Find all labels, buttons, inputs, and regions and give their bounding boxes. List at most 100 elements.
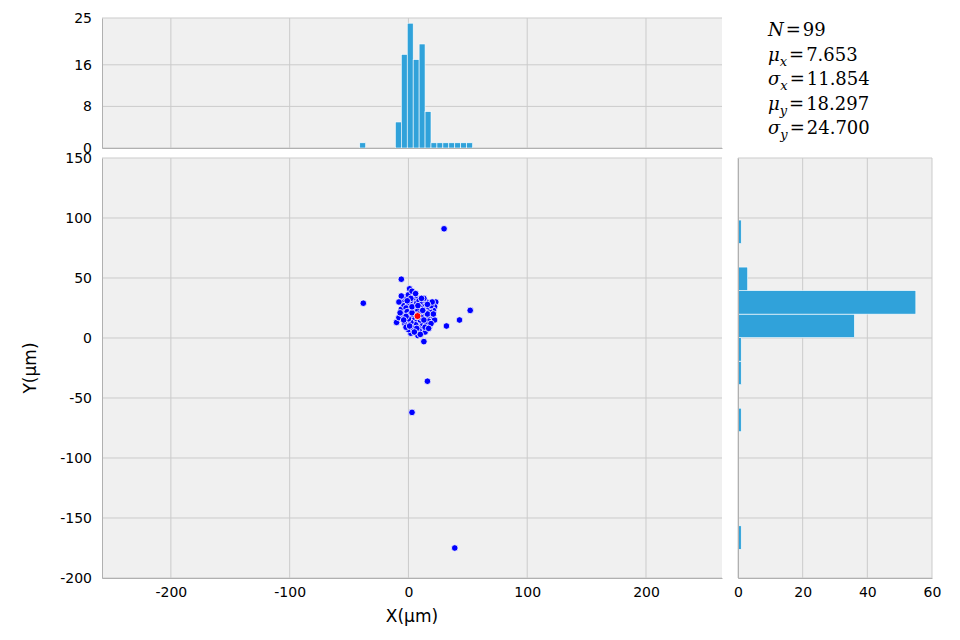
grid-line-y bbox=[738, 518, 932, 519]
axis-line bbox=[102, 19, 103, 149]
y-tick-label: -100 bbox=[60, 450, 92, 466]
histogram-bar bbox=[401, 54, 407, 148]
y-axis: 081625 bbox=[74, 10, 102, 156]
x-tick: -200 bbox=[155, 578, 187, 600]
histogram-bar bbox=[455, 143, 461, 148]
stat-relation: = bbox=[786, 19, 801, 40]
y-tick: -100 bbox=[60, 450, 102, 466]
scatter-point bbox=[421, 338, 428, 345]
grid-line-x bbox=[932, 158, 933, 578]
x-tick: 20 bbox=[794, 578, 812, 600]
histogram-bar bbox=[395, 122, 401, 148]
stat-value: 11.854 bbox=[807, 68, 870, 89]
histogram-bar bbox=[425, 112, 431, 148]
scatter-point bbox=[417, 331, 424, 338]
stat-line: μy=18.297 bbox=[768, 93, 869, 118]
axis-line bbox=[103, 148, 723, 149]
histogram-bar bbox=[738, 267, 748, 291]
grid-line-x bbox=[645, 158, 646, 578]
grid-line-x bbox=[738, 158, 739, 578]
grid bbox=[738, 158, 932, 578]
grid-line-x bbox=[289, 158, 290, 578]
x-tick: 100 bbox=[514, 578, 541, 600]
histogram-bar bbox=[431, 143, 437, 148]
grid-line-x bbox=[527, 18, 528, 148]
grid-line-x bbox=[527, 158, 528, 578]
scatter-point bbox=[430, 311, 437, 318]
x-tick: -100 bbox=[274, 578, 306, 600]
y-tick-label: 16 bbox=[74, 57, 92, 73]
histogram-bar bbox=[443, 143, 449, 148]
histogram-bar bbox=[389, 148, 395, 149]
stat-symbol: N bbox=[767, 19, 785, 40]
x-axis: 0 20 40 60 bbox=[734, 578, 941, 600]
axis-line bbox=[102, 159, 103, 579]
marks bbox=[360, 226, 473, 552]
scatter-point bbox=[415, 313, 422, 320]
stat-relation: = bbox=[790, 68, 805, 89]
histogram-bar bbox=[372, 148, 378, 149]
plot-background bbox=[102, 18, 722, 148]
grid-line-y bbox=[738, 218, 932, 219]
y-tick: -200 bbox=[60, 570, 102, 586]
grid bbox=[102, 158, 722, 578]
histogram-bar bbox=[383, 148, 389, 149]
scatter-point bbox=[398, 276, 405, 283]
grid-line-y bbox=[738, 158, 932, 159]
stat-value: 24.700 bbox=[807, 117, 870, 138]
grid-line-x bbox=[408, 158, 409, 578]
x-tick-label: 20 bbox=[794, 584, 812, 600]
y-tick: 50 bbox=[74, 270, 102, 286]
x-tick-label: -100 bbox=[274, 584, 306, 600]
stat-symbol: μ bbox=[768, 93, 780, 114]
stat-relation: = bbox=[789, 93, 804, 114]
grid bbox=[102, 18, 722, 148]
histogram-bar bbox=[407, 23, 413, 148]
plot-background bbox=[102, 158, 722, 578]
scatter-point bbox=[424, 301, 431, 308]
stat-subscript: x bbox=[780, 78, 788, 93]
scatter-point bbox=[409, 409, 416, 416]
x-tick-label: 60 bbox=[924, 584, 942, 600]
histogram-bar bbox=[738, 291, 916, 315]
scatter-point bbox=[404, 298, 411, 305]
grid-line-y bbox=[738, 398, 932, 399]
scatter-point bbox=[451, 545, 458, 552]
x-axis-title: X(μm) bbox=[386, 606, 438, 626]
x-tick-label: 0 bbox=[404, 584, 413, 600]
figure: -200-1000100200-200-150-100-50050100150X… bbox=[0, 0, 960, 640]
y-tick-label: 25 bbox=[74, 10, 92, 26]
axis-line bbox=[738, 159, 739, 579]
scatter-point bbox=[415, 302, 422, 309]
stat-value: 99 bbox=[803, 19, 826, 40]
x-tick: 200 bbox=[633, 578, 660, 600]
grid-line-y bbox=[102, 518, 722, 519]
grid-line-y bbox=[738, 458, 932, 459]
x-tick: 0 bbox=[734, 578, 743, 600]
marks bbox=[738, 220, 916, 549]
histogram-bar bbox=[419, 44, 425, 148]
grid-line-y bbox=[102, 398, 722, 399]
scatter-point bbox=[467, 307, 474, 314]
scatter-point bbox=[397, 310, 404, 317]
scatter-point bbox=[456, 317, 463, 324]
grid-line-y bbox=[102, 278, 722, 279]
grid-line-y bbox=[102, 458, 722, 459]
stat-symbol: σ bbox=[768, 117, 781, 138]
x-tick-label: -200 bbox=[155, 584, 187, 600]
scatter-point bbox=[424, 378, 431, 385]
y-tick-label: -200 bbox=[60, 570, 92, 586]
scatter-point bbox=[396, 299, 403, 306]
x-tick-label: 40 bbox=[859, 584, 877, 600]
y-tick-label: 0 bbox=[83, 330, 92, 346]
grid-line-x bbox=[802, 158, 803, 578]
marks bbox=[360, 23, 473, 148]
histogram-bar bbox=[378, 148, 384, 149]
histogram-bar bbox=[437, 143, 443, 148]
scatter-point bbox=[418, 295, 425, 302]
histogram-bar bbox=[449, 143, 455, 148]
scatter-point bbox=[425, 325, 432, 332]
grid-line-x bbox=[170, 18, 171, 148]
grid-line-y bbox=[738, 278, 932, 279]
chart-root: -200-1000100200-200-150-100-50050100150X… bbox=[0, 0, 960, 640]
